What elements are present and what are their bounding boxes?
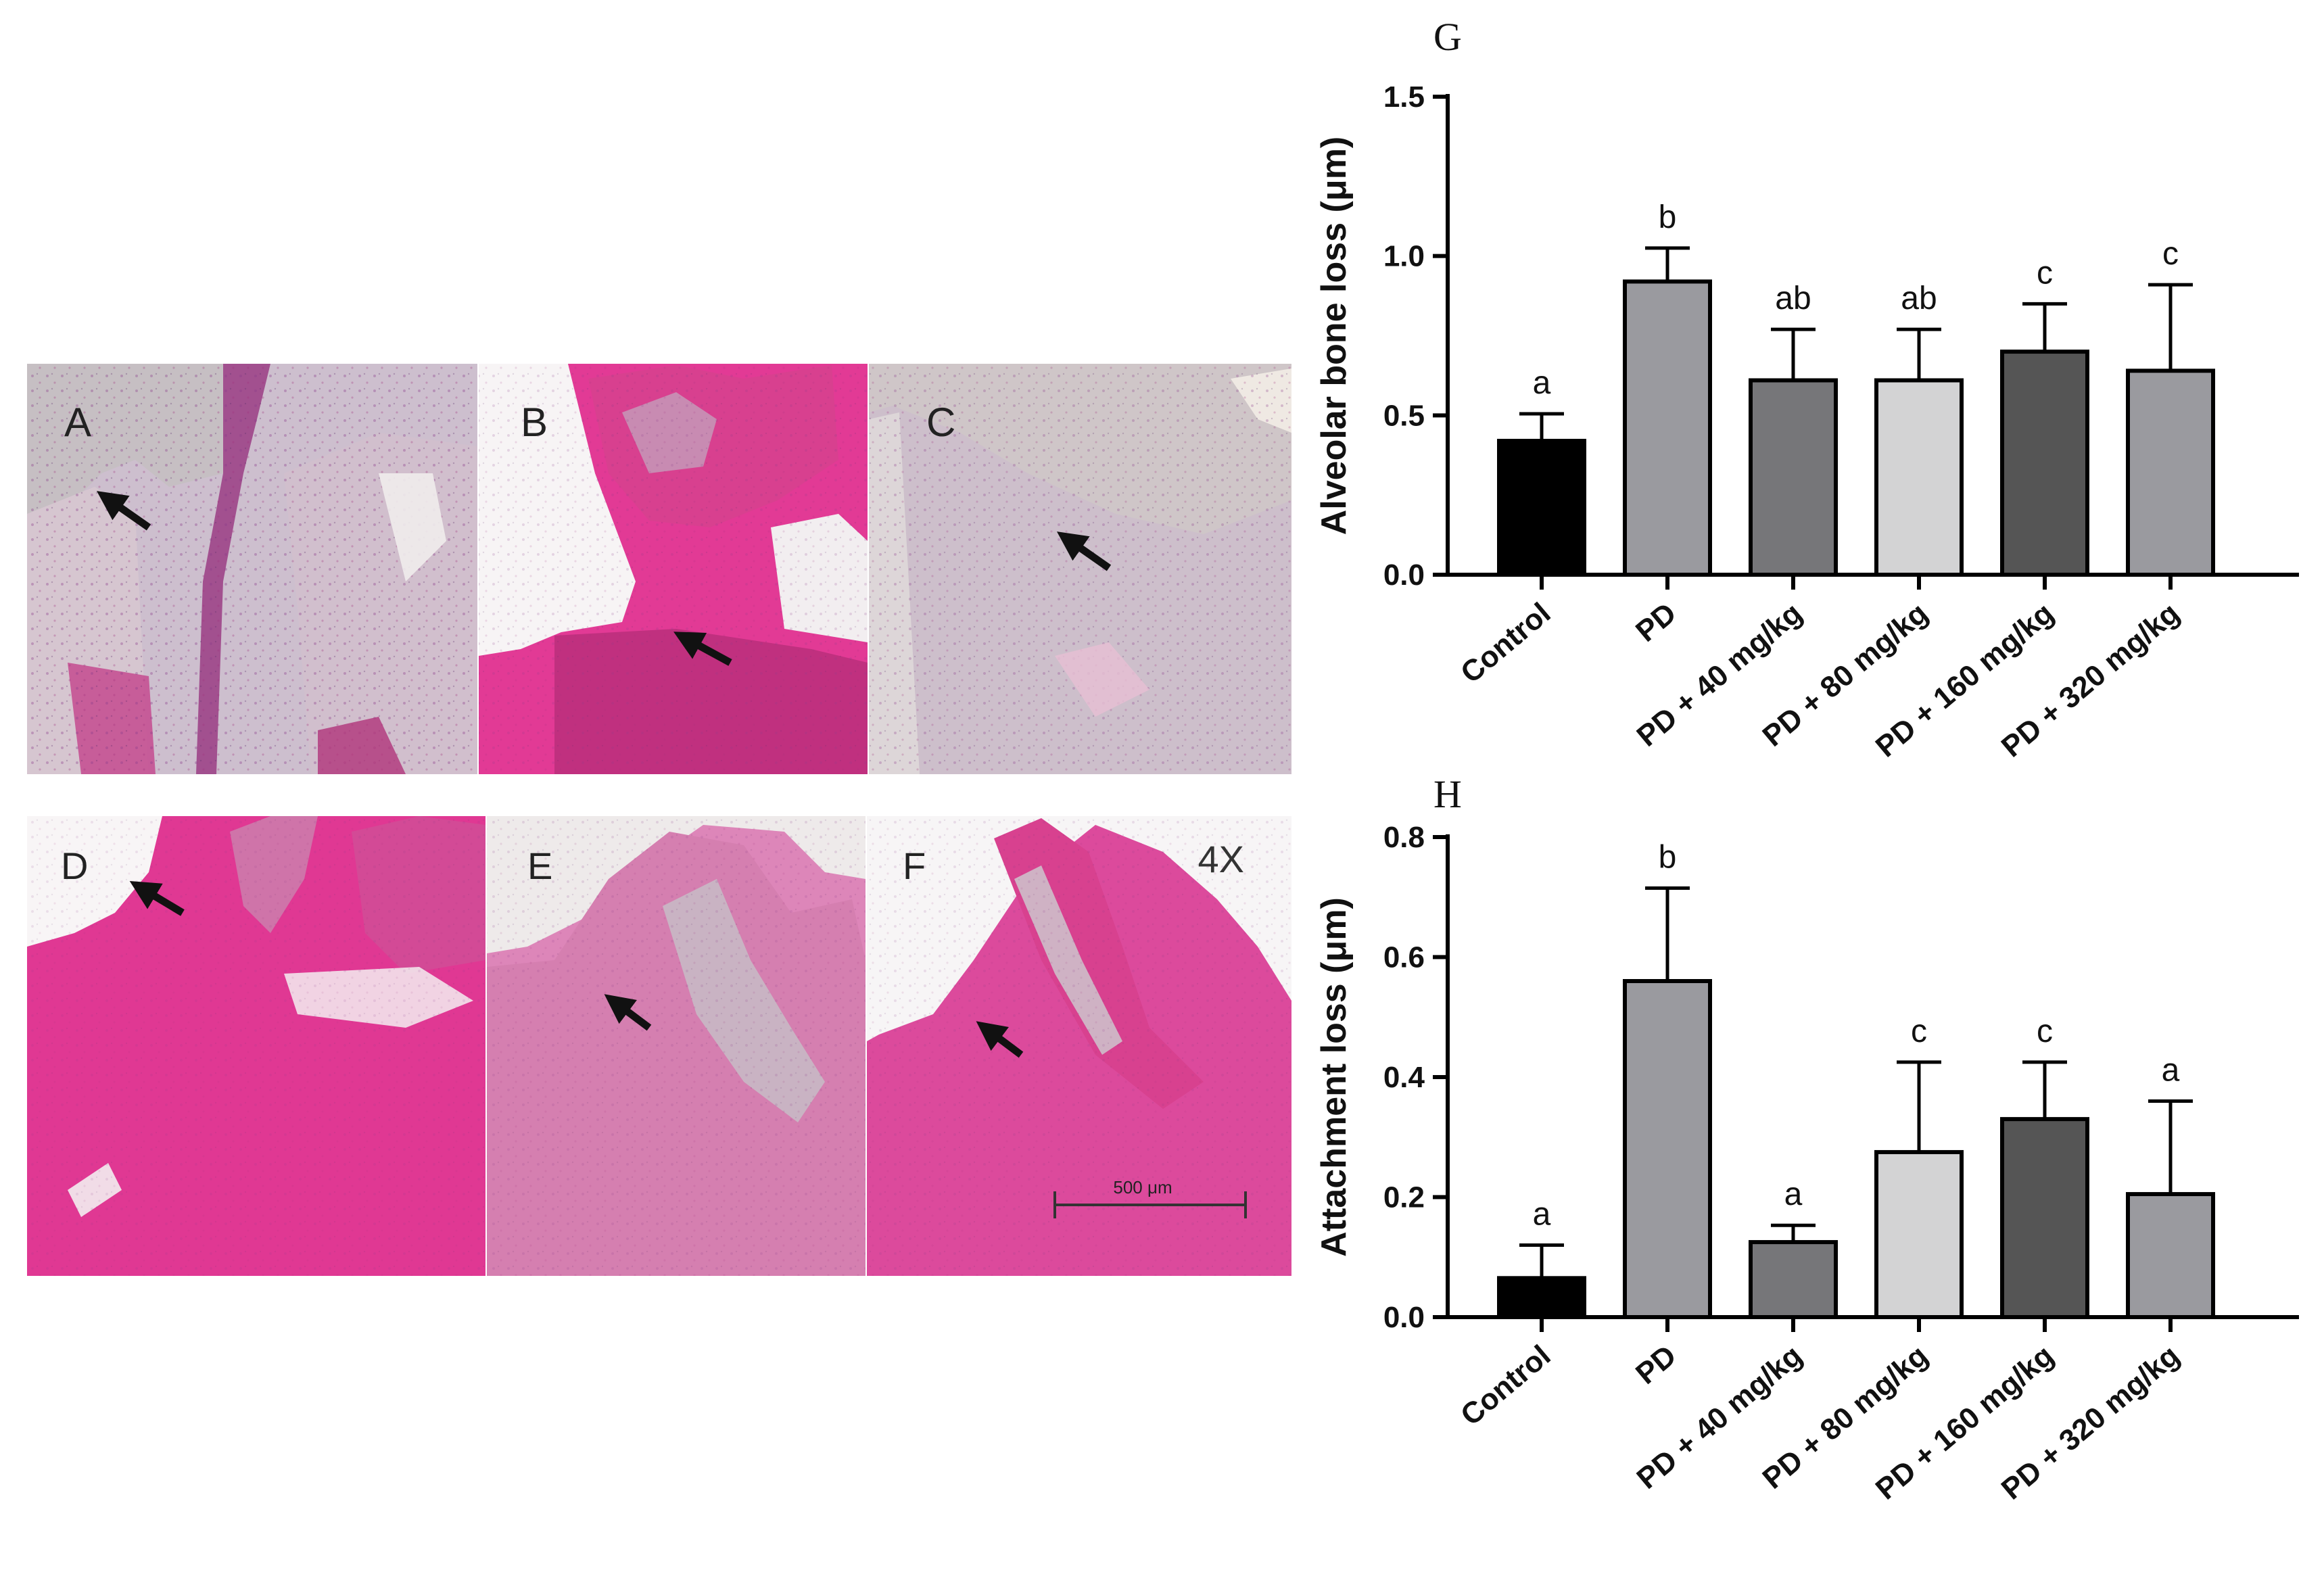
arrow-c (1056, 531, 1112, 571)
histology-figure: 500 μm 4X A B C D E F (27, 364, 1291, 1276)
significance-letter: a (1533, 365, 1551, 401)
significance-letter: b (1659, 199, 1677, 235)
chart-alveolar-bone-loss: G Alveolar bone loss (μm) 0.0 0.5 1.0 1.5 a Con… (1314, 15, 2299, 764)
significance-letter: a (1533, 1197, 1551, 1233)
arrow-e (604, 994, 652, 1031)
arrow-f (976, 1021, 1024, 1058)
arrow-b (673, 632, 732, 666)
panel-f (867, 816, 1291, 1276)
x-tick-label: Control (1454, 596, 1557, 690)
y-tick-label: 1.0 (1383, 240, 1425, 273)
arrow-d (129, 881, 185, 916)
bar (1749, 1240, 1838, 1319)
panel-letter: G (1433, 15, 1462, 59)
significance-letter: ab (1901, 281, 1937, 316)
panel-letter-e: E (527, 845, 552, 887)
arrows (96, 491, 1112, 1058)
bar (2126, 368, 2215, 577)
panel-a (27, 364, 477, 774)
x-tick-label: PD (1630, 1339, 1682, 1391)
significance-letter: c (2037, 255, 2053, 291)
x-tick-label: Control (1454, 1339, 1557, 1432)
panel-letter-b: B (521, 400, 548, 445)
y-tick-label: 0.2 (1383, 1181, 1425, 1214)
bar (1874, 1149, 1964, 1319)
y-tick-label: 0.8 (1383, 821, 1425, 854)
significance-letter: c (2162, 236, 2179, 272)
bar (1623, 279, 1712, 577)
panel-c (869, 364, 1291, 774)
y-tick-label: 1.5 (1383, 80, 1425, 114)
histology-panels: 500 μm 4X A B C D E F (27, 364, 1291, 1276)
significance-letter: a (2162, 1053, 2180, 1089)
bar (1623, 979, 1712, 1319)
panel-letter-c: C (926, 400, 955, 445)
significance-letter: c (1911, 1014, 1927, 1049)
panel-b (479, 364, 868, 774)
y-axis-label: Attachment loss (μm) (1314, 897, 1354, 1257)
y-axis-label: Alveolar bone loss (μm) (1314, 137, 1354, 536)
bar (1874, 378, 1964, 577)
y-tick-label: 0.0 (1383, 558, 1425, 592)
arrow-a (96, 491, 151, 531)
panel-letter: H (1433, 778, 1462, 816)
chart-attachment-loss: H Attachment loss (μm) 0.0 0.2 0.4 0.6 0.8 a Con… (1314, 778, 2299, 1506)
panel-d (27, 816, 485, 1276)
charts-area: G Alveolar bone loss (μm) 0.0 0.5 1.0 1.5 a Con… (1298, 0, 2324, 1567)
y-tick-label: 0.0 (1383, 1301, 1425, 1334)
bar (1497, 439, 1586, 577)
bar (1497, 1276, 1586, 1319)
y-tick-label: 0.4 (1383, 1061, 1425, 1094)
y-tick-label: 0.6 (1383, 941, 1425, 974)
bar (2000, 1117, 2089, 1319)
significance-letter: b (1659, 839, 1677, 875)
scale-bar (1053, 1191, 1247, 1218)
panel-letter-f: F (903, 845, 926, 887)
magnification-label: 4X (1198, 838, 1245, 880)
bar (2000, 350, 2089, 577)
panel-e (487, 816, 865, 1276)
scale-bar-label: 500 μm (1113, 1177, 1172, 1197)
bar (2126, 1192, 2215, 1319)
significance-letter: a (1784, 1176, 1803, 1212)
bar (1749, 378, 1838, 577)
significance-letter: ab (1775, 281, 1811, 316)
panel-letter-d: D (61, 845, 88, 887)
panel-letter-a: A (64, 400, 91, 445)
y-tick-label: 0.5 (1383, 399, 1425, 432)
x-tick-label: PD (1630, 596, 1682, 648)
significance-letter: c (2037, 1014, 2053, 1049)
